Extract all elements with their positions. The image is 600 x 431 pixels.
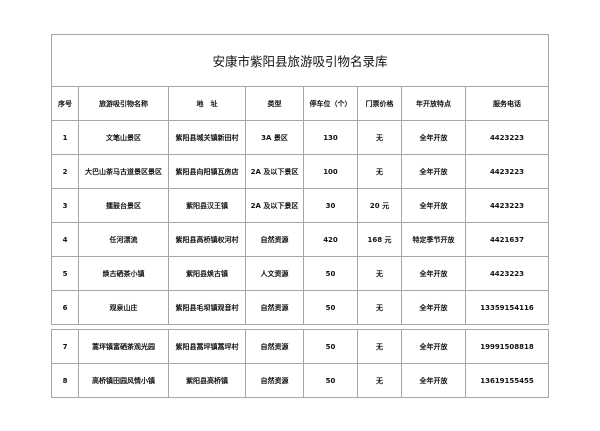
- column-header-type: 类型: [245, 86, 304, 121]
- cell-ticket-price: 无: [357, 154, 402, 189]
- cell-address: 紫阳县焕古镇: [168, 256, 246, 291]
- cell-name: 蒿坪镇富硒茶观光园: [78, 329, 169, 364]
- column-header-index: 序号: [51, 86, 79, 121]
- cell-index: 3: [51, 188, 79, 223]
- cell-phone: 4423223: [465, 188, 549, 223]
- cell-opening: 全年开放: [401, 120, 466, 155]
- cell-name: 观泉山庄: [78, 290, 169, 325]
- cell-phone: 4421637: [465, 222, 549, 257]
- table-row: 8 高桥镇田园风情小镇 紫阳县高桥镇 自然资源 50 无全年开放 13619155455: [51, 363, 549, 398]
- cell-address: 紫阳县蒿坪镇蒿坪村: [168, 329, 246, 364]
- cell-opening: 全年开放: [401, 154, 466, 189]
- cell-address: 紫阳县毛坝镇观音村: [168, 290, 246, 325]
- cell-name: 高桥镇田园风情小镇: [78, 363, 169, 398]
- cell-ticket-price: 无: [357, 256, 402, 291]
- cell-phone: 13619155455: [465, 363, 549, 398]
- table-row: 1 文笔山景区 紫阳县城关镇新田村 3A 景区 130 无全年开放 4423223: [51, 120, 549, 155]
- cell-type: 自然资源: [245, 290, 304, 325]
- cell-index: 8: [51, 363, 79, 398]
- cell-ticket-price: 无: [357, 363, 402, 398]
- cell-address: 紫阳县城关镇新田村: [168, 120, 246, 155]
- column-header-name: 旅游吸引物名称: [78, 86, 169, 121]
- cell-ticket-price: 168 元: [357, 222, 402, 257]
- cell-name: 擂鼓台景区: [78, 188, 169, 223]
- table-row: 5 焕古硒茶小镇 紫阳县焕古镇 人文资源 50 无全年开放 4423223: [51, 256, 549, 291]
- cell-parking: 50: [303, 290, 358, 325]
- cell-index: 7: [51, 329, 79, 364]
- cell-address: 紫阳县汉王镇: [168, 188, 246, 223]
- cell-address: 紫阳县向阳镇瓦房店: [168, 154, 246, 189]
- column-header-phone: 服务电话: [465, 86, 549, 121]
- cell-index: 5: [51, 256, 79, 291]
- table-row: 3 擂鼓台景区 紫阳县汉王镇 2A 及以下景区 30 20 元全年开放 4423223: [51, 188, 549, 223]
- cell-phone: 4423223: [465, 256, 549, 291]
- cell-parking: 100: [303, 154, 358, 189]
- cell-name: 文笔山景区: [78, 120, 169, 155]
- cell-type: 自然资源: [245, 222, 304, 257]
- cell-type: 2A 及以下景区: [245, 154, 304, 189]
- cell-opening: 全年开放: [401, 329, 466, 364]
- cell-opening: 全年开放: [401, 188, 466, 223]
- cell-name: 焕古硒茶小镇: [78, 256, 169, 291]
- cell-parking: 30: [303, 188, 358, 223]
- table-row: 7 蒿坪镇富硒茶观光园 紫阳县蒿坪镇蒿坪村 自然资源 50 无全年开放 1999150881…: [51, 329, 549, 364]
- cell-index: 1: [51, 120, 79, 155]
- column-header-ticket-price: 门票价格: [357, 86, 402, 121]
- column-header-parking: 停车位（个）: [303, 86, 358, 121]
- cell-address: 紫阳县高桥镇: [168, 363, 246, 398]
- cell-index: 2: [51, 154, 79, 189]
- cell-parking: 420: [303, 222, 358, 257]
- cell-opening: 全年开放: [401, 256, 466, 291]
- cell-name: 任河漂流: [78, 222, 169, 257]
- cell-index: 4: [51, 222, 79, 257]
- cell-opening: 全年开放: [401, 290, 466, 325]
- table-row: 2 大巴山茶马古道景区景区 紫阳县向阳镇瓦房店 2A 及以下景区 100 无全年开放 442…: [51, 154, 549, 189]
- cell-phone: 13359154116: [465, 290, 549, 325]
- cell-name: 大巴山茶马古道景区景区: [78, 154, 169, 189]
- cell-ticket-price: 无: [357, 120, 402, 155]
- column-header-opening: 年开放特点: [401, 86, 466, 121]
- cell-ticket-price: 20 元: [357, 188, 402, 223]
- cell-type: 自然资源: [245, 363, 304, 398]
- cell-index: 6: [51, 290, 79, 325]
- cell-type: 人文资源: [245, 256, 304, 291]
- cell-phone: 4423223: [465, 154, 549, 189]
- cell-parking: 50: [303, 256, 358, 291]
- cell-type: 2A 及以下景区: [245, 188, 304, 223]
- cell-parking: 50: [303, 329, 358, 364]
- cell-phone: 19991508818: [465, 329, 549, 364]
- cell-address: 紫阳县高桥镇权河村: [168, 222, 246, 257]
- cell-opening: 特定季节开放: [401, 222, 466, 257]
- attractions-table: 安康市紫阳县旅游吸引物名录库 序号 旅游吸引物名称地 址类型 停车位（个） 门票价格年…: [51, 34, 549, 325]
- column-header-address: 地 址: [168, 86, 246, 121]
- cell-ticket-price: 无: [357, 290, 402, 325]
- cell-parking: 50: [303, 363, 358, 398]
- header-row: 序号 旅游吸引物名称地 址类型 停车位（个） 门票价格 年开放特点 服务电话: [51, 86, 549, 121]
- attractions-table-continued: 7 蒿坪镇富硒茶观光园 紫阳县蒿坪镇蒿坪村 自然资源 50 无全年开放 1999150881…: [51, 329, 549, 398]
- cell-ticket-price: 无: [357, 329, 402, 364]
- cell-type: 自然资源: [245, 329, 304, 364]
- cell-parking: 130: [303, 120, 358, 155]
- cell-opening: 全年开放: [401, 363, 466, 398]
- cell-type: 3A 景区: [245, 120, 304, 155]
- page-title: 安康市紫阳县旅游吸引物名录库: [51, 34, 549, 87]
- table-row: 6 观泉山庄 紫阳县毛坝镇观音村 自然资源 50 无全年开放 13359154116: [51, 290, 549, 325]
- cell-phone: 4423223: [465, 120, 549, 155]
- table-row: 4 任河漂流 紫阳县高桥镇权河村 自然资源 420 168 元特定季节开放 4421637: [51, 222, 549, 257]
